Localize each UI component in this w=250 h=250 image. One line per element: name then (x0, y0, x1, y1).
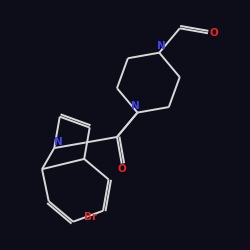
Text: N: N (157, 41, 166, 51)
Text: N: N (54, 137, 63, 147)
Text: O: O (210, 28, 219, 38)
Text: O: O (117, 164, 126, 174)
Text: N: N (131, 100, 140, 110)
Text: Br: Br (84, 212, 97, 222)
